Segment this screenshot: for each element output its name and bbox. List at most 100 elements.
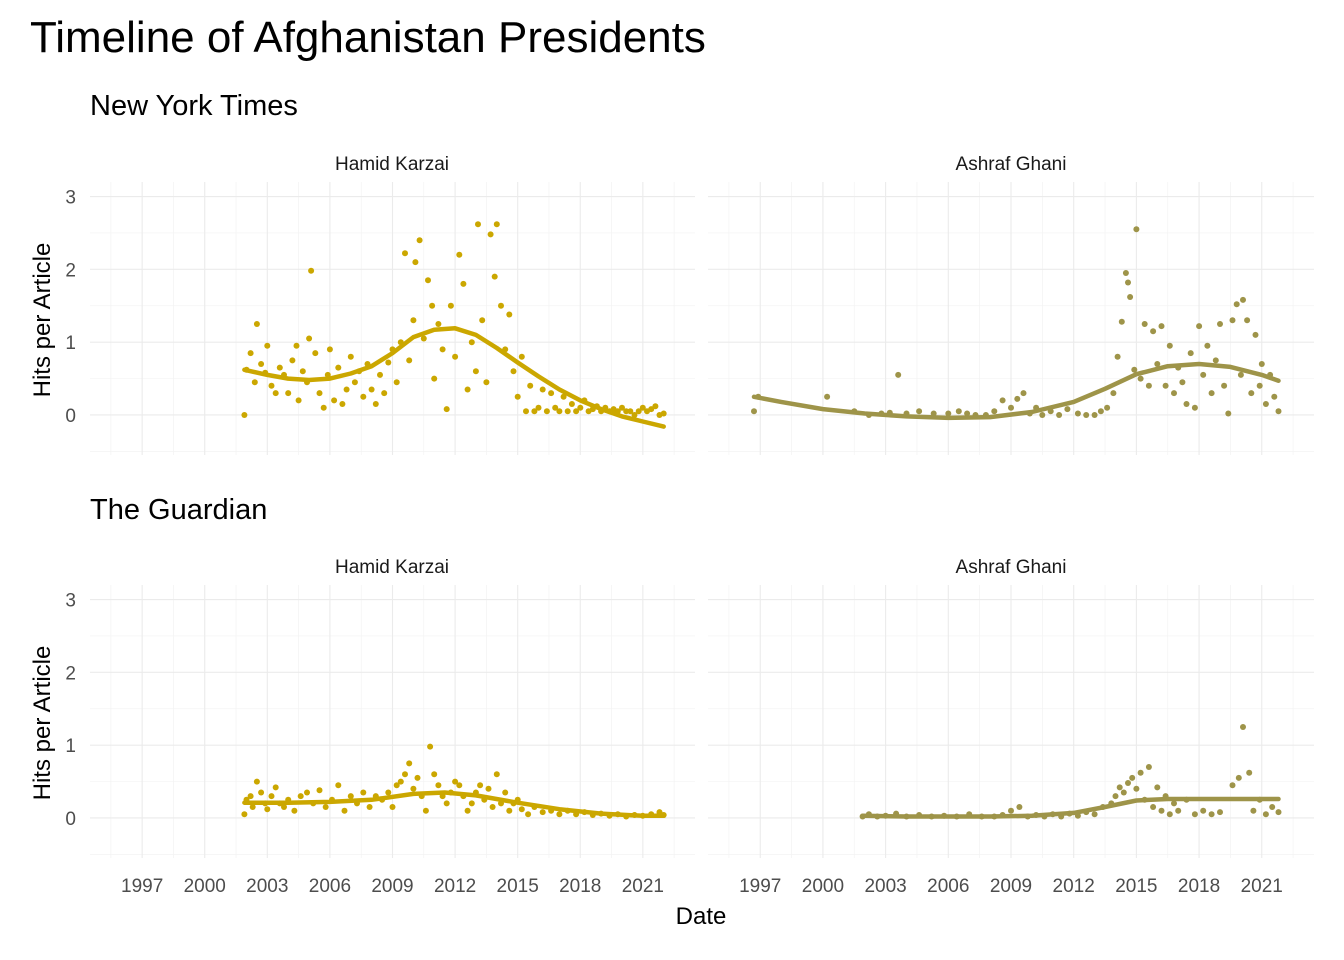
y-tick-label: 3: [65, 591, 76, 612]
data-point: [1208, 811, 1215, 818]
data-point: [1187, 350, 1194, 357]
data-point: [381, 390, 388, 397]
data-point: [456, 782, 463, 789]
data-point: [468, 800, 475, 807]
data-point: [247, 350, 254, 357]
data-point: [241, 811, 248, 818]
data-point: [316, 390, 323, 397]
data-point: [1133, 785, 1140, 792]
data-point: [1246, 769, 1253, 776]
data-point: [485, 785, 492, 792]
data-point: [464, 807, 471, 814]
strip-label-guardian-ghani: Ashraf Ghani: [956, 557, 1067, 578]
data-point: [477, 782, 484, 789]
data-point: [341, 807, 348, 814]
data-point: [483, 379, 490, 386]
data-point: [824, 393, 831, 400]
data-point: [406, 357, 413, 364]
data-point: [510, 368, 517, 375]
data-point: [406, 760, 413, 767]
x-tick-label: 2012: [1053, 876, 1095, 897]
data-point: [955, 408, 962, 415]
data-point: [1056, 412, 1063, 418]
data-point: [402, 771, 408, 778]
x-tick-label: 2021: [1241, 876, 1283, 897]
data-point: [1020, 390, 1027, 397]
data-point: [531, 408, 538, 415]
x-tick-label: 2009: [371, 876, 413, 897]
data-point: [258, 361, 265, 367]
panel-nyt-ghani: [708, 182, 1314, 455]
data-point: [414, 774, 421, 781]
data-point: [299, 368, 306, 375]
data-point: [431, 375, 438, 382]
data-point: [1252, 331, 1259, 338]
data-point: [1275, 809, 1282, 816]
data-point: [326, 346, 333, 353]
y-tick-label: 0: [65, 809, 76, 830]
data-point: [389, 804, 396, 810]
data-point: [1162, 382, 1169, 389]
data-point: [1091, 412, 1098, 418]
data-point: [498, 302, 504, 309]
data-point: [1112, 793, 1119, 800]
data-point: [1212, 357, 1219, 364]
data-point: [472, 368, 479, 375]
section-title-guardian: The Guardian: [90, 494, 267, 526]
data-point: [435, 321, 442, 327]
data-point: [479, 317, 486, 324]
data-point: [322, 804, 329, 810]
data-point: [619, 404, 625, 411]
data-point: [439, 346, 446, 353]
data-point: [1200, 371, 1207, 378]
data-point: [1175, 807, 1182, 814]
x-tick-label: 1997: [739, 876, 781, 897]
data-point: [506, 807, 513, 814]
data-point: [543, 408, 550, 415]
data-point: [272, 784, 279, 791]
data-point: [1104, 404, 1111, 411]
data-point: [639, 404, 646, 411]
data-point: [1097, 408, 1104, 415]
panels-layer: 0 1 2 3 0 1 2 3 1997 2000 2003 2006 2009 2012 2015 2018…: [65, 182, 1314, 897]
data-point: [1158, 807, 1165, 814]
data-point: [539, 809, 546, 816]
data-point: [1229, 317, 1236, 324]
data-point: [489, 804, 496, 810]
data-point: [464, 386, 471, 393]
data-point: [1016, 804, 1023, 810]
data-point: [1248, 390, 1255, 397]
data-point: [577, 404, 584, 411]
panel-guardian-karzai: 0 1 2 3 1997 2000 2003 2006 2009 2012 2015 2018 2021: [65, 585, 695, 897]
data-point: [475, 221, 481, 228]
data-point: [410, 317, 417, 324]
data-point: [272, 390, 279, 397]
data-point: [351, 379, 358, 386]
data-point: [895, 371, 902, 378]
smooth-line: [860, 796, 1281, 819]
data-point: [410, 785, 417, 792]
data-point: [264, 342, 271, 349]
y-tick-label: 2: [65, 663, 76, 684]
data-point: [1225, 410, 1232, 417]
data-point: [1179, 379, 1186, 386]
data-point: [402, 250, 408, 257]
data-point: [1133, 226, 1140, 233]
data-point: [253, 778, 260, 785]
x-tick-label: 2000: [184, 876, 226, 897]
data-point: [366, 804, 373, 810]
data-point: [518, 353, 525, 360]
data-point: [1204, 342, 1211, 349]
x-tick-label: 2018: [1178, 876, 1220, 897]
data-point: [320, 404, 327, 411]
data-point: [648, 406, 655, 413]
data-point: [425, 277, 431, 284]
data-point: [1217, 809, 1223, 816]
data-point: [1154, 784, 1161, 791]
data-point: [447, 302, 454, 309]
data-point: [339, 401, 346, 407]
x-tick-label: 2018: [559, 876, 601, 897]
data-point: [247, 793, 254, 800]
